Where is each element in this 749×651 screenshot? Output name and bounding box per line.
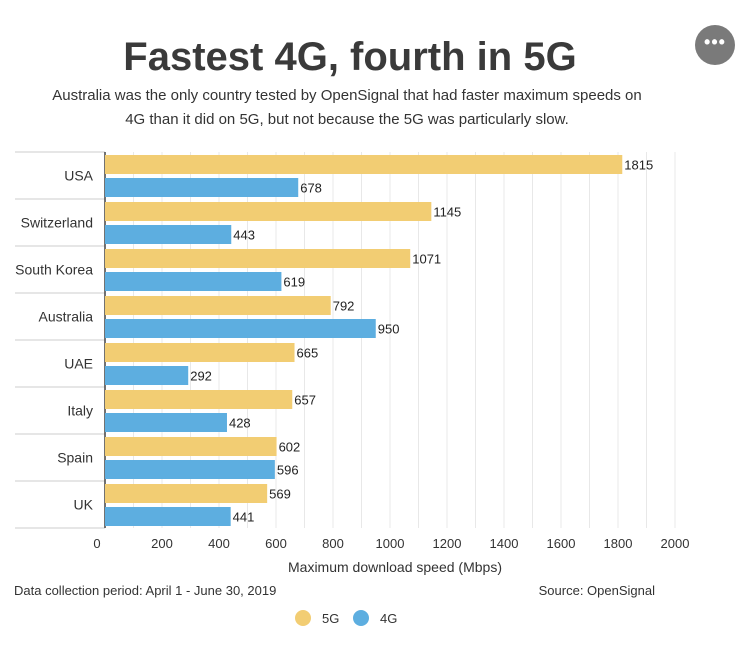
bar-4g-switzerland — [105, 225, 232, 244]
bar-4g-spain — [105, 460, 275, 479]
category-label: Italy — [67, 403, 93, 419]
value-label: 619 — [283, 275, 305, 290]
bar-5g-uk — [105, 484, 268, 503]
category-label: USA — [64, 168, 93, 184]
value-label: 292 — [190, 369, 212, 384]
x-axis-ticks: 0 200 400 600 800 1000 1200 1400 1600 1800 2000 — [93, 536, 689, 551]
category-separators — [15, 151, 106, 529]
x-tick-label: 200 — [151, 536, 173, 551]
category-label: Switzerland — [21, 215, 93, 231]
bar-5g-uae — [105, 343, 295, 362]
x-tick-label: 1200 — [433, 536, 462, 551]
category-label: UAE — [64, 356, 93, 372]
value-label: 441 — [233, 510, 255, 525]
value-label: 678 — [300, 181, 322, 196]
bar-5g-italy — [105, 390, 293, 409]
bar-5g-south-korea — [105, 249, 411, 268]
bar-4g-uae — [105, 366, 189, 385]
x-tick-label: 600 — [265, 536, 287, 551]
x-tick-label: 1600 — [547, 536, 576, 551]
x-axis-label: Maximum download speed (Mbps) — [288, 559, 502, 575]
value-label: 443 — [233, 228, 255, 243]
category-label: Australia — [39, 309, 94, 325]
value-label: 665 — [297, 346, 319, 361]
x-tick-label: 400 — [208, 536, 230, 551]
value-label: 1145 — [433, 205, 461, 220]
x-tick-label: 800 — [322, 536, 344, 551]
footer-source: Source: OpenSignal — [539, 583, 655, 598]
ellipsis-icon: ••• — [704, 32, 726, 52]
bar-5g-switzerland — [105, 202, 432, 221]
footer-data-period: Data collection period: April 1 - June 3… — [14, 583, 276, 598]
x-tick-label: 2000 — [661, 536, 690, 551]
bar-4g-south-korea — [105, 272, 282, 291]
value-labels: 1815 678 1145 443 1071 619 792 950 665 292 657 428 6… — [190, 158, 653, 525]
bar-5g-spain — [105, 437, 277, 456]
chart-subtitle-line-1: Australia was the only country tested by… — [52, 87, 641, 104]
value-label: 657 — [294, 393, 316, 408]
value-label: 1071 — [412, 252, 441, 267]
bar-4g-australia — [105, 319, 376, 338]
legend-marker-5g — [295, 610, 311, 626]
value-label: 596 — [277, 463, 299, 478]
legend-label-4g: 4G — [380, 611, 397, 626]
legend: 5G 4G — [295, 610, 397, 626]
value-label: 428 — [229, 416, 251, 431]
category-labels: USA Switzerland South Korea Australia UAE Ita… — [15, 168, 94, 513]
chart-subtitle-line-2: 4G than it did on 5G, but not because th… — [125, 111, 569, 128]
category-label: Spain — [57, 450, 93, 466]
value-label: 950 — [378, 322, 400, 337]
bar-5g-usa — [105, 155, 623, 174]
bar-4g-usa — [105, 178, 299, 197]
bars — [105, 155, 623, 526]
category-label: UK — [74, 497, 94, 513]
x-tick-label: 0 — [93, 536, 100, 551]
legend-label-5g: 5G — [322, 611, 339, 626]
value-label: 602 — [279, 440, 301, 455]
bar-5g-australia — [105, 296, 331, 315]
x-tick-label: 1400 — [490, 536, 519, 551]
x-tick-label: 1000 — [376, 536, 405, 551]
category-label: South Korea — [15, 262, 93, 278]
legend-marker-4g — [353, 610, 369, 626]
value-label: 569 — [269, 487, 291, 502]
bar-4g-italy — [105, 413, 227, 432]
x-tick-label: 1800 — [604, 536, 633, 551]
value-label: 1815 — [624, 158, 653, 173]
more-options-button[interactable]: ••• — [695, 25, 735, 65]
value-label: 792 — [333, 299, 355, 314]
bar-4g-uk — [105, 507, 231, 526]
chart-title: Fastest 4G, fourth in 5G — [123, 35, 576, 79]
